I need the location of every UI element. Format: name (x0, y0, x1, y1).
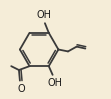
Text: O: O (17, 84, 25, 94)
Text: OH: OH (36, 10, 52, 20)
Text: OH: OH (47, 78, 62, 88)
